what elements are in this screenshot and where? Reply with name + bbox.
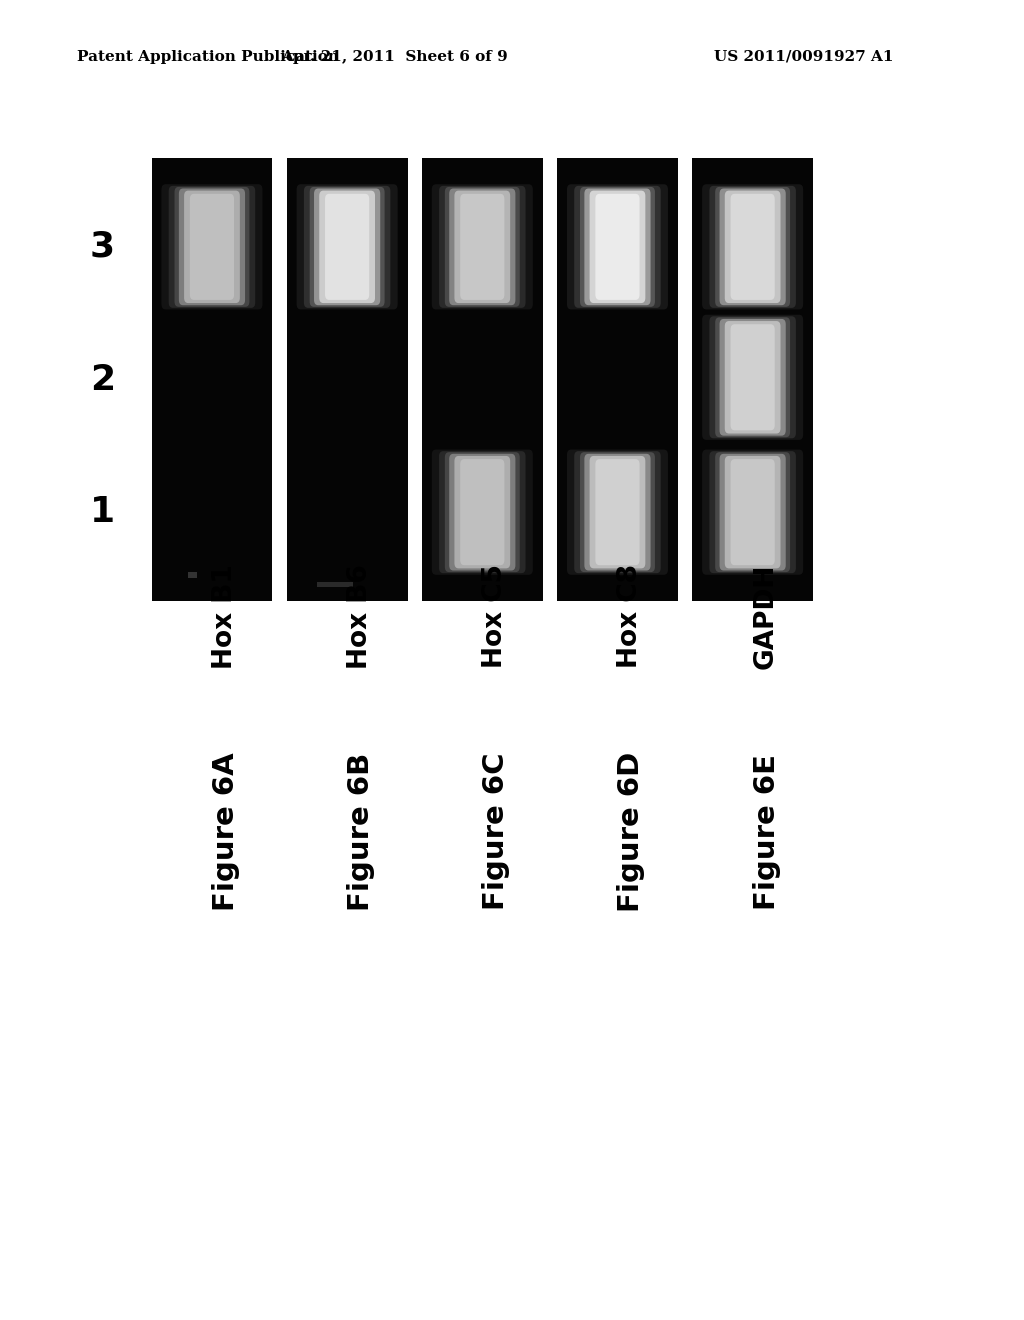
FancyBboxPatch shape <box>444 187 520 306</box>
Text: 3: 3 <box>90 230 115 264</box>
Text: Patent Application Publication: Patent Application Publication <box>77 50 339 63</box>
Text: Figure 6E: Figure 6E <box>753 754 780 909</box>
FancyBboxPatch shape <box>720 189 785 305</box>
FancyBboxPatch shape <box>725 321 780 433</box>
Text: US 2011/0091927 A1: US 2011/0091927 A1 <box>714 50 894 63</box>
FancyBboxPatch shape <box>174 187 250 306</box>
FancyBboxPatch shape <box>432 185 532 309</box>
FancyBboxPatch shape <box>460 459 505 565</box>
FancyBboxPatch shape <box>585 189 650 305</box>
FancyBboxPatch shape <box>590 455 645 569</box>
FancyBboxPatch shape <box>710 317 796 438</box>
Bar <box>317 582 353 587</box>
FancyBboxPatch shape <box>574 451 660 573</box>
FancyBboxPatch shape <box>720 454 785 570</box>
FancyBboxPatch shape <box>450 454 515 570</box>
Text: Figure 6C: Figure 6C <box>482 752 510 911</box>
FancyBboxPatch shape <box>580 187 655 306</box>
FancyBboxPatch shape <box>595 459 640 565</box>
Bar <box>152 158 272 601</box>
FancyBboxPatch shape <box>702 450 803 574</box>
FancyBboxPatch shape <box>297 185 397 309</box>
FancyBboxPatch shape <box>439 186 525 308</box>
FancyBboxPatch shape <box>309 187 385 306</box>
FancyBboxPatch shape <box>702 185 803 309</box>
FancyBboxPatch shape <box>450 189 515 305</box>
FancyBboxPatch shape <box>432 450 532 574</box>
FancyBboxPatch shape <box>304 186 390 308</box>
Text: Hox B6: Hox B6 <box>347 564 373 669</box>
Bar <box>187 572 198 578</box>
FancyBboxPatch shape <box>710 186 796 308</box>
Bar <box>422 158 543 601</box>
FancyBboxPatch shape <box>730 325 775 430</box>
FancyBboxPatch shape <box>730 459 775 565</box>
Bar <box>692 158 813 601</box>
FancyBboxPatch shape <box>179 189 245 305</box>
FancyBboxPatch shape <box>567 450 668 574</box>
FancyBboxPatch shape <box>319 190 375 304</box>
FancyBboxPatch shape <box>189 194 234 300</box>
FancyBboxPatch shape <box>720 319 785 436</box>
FancyBboxPatch shape <box>710 451 796 573</box>
FancyBboxPatch shape <box>715 187 791 306</box>
Text: Apr. 21, 2011  Sheet 6 of 9: Apr. 21, 2011 Sheet 6 of 9 <box>281 50 508 63</box>
FancyBboxPatch shape <box>169 186 255 308</box>
Text: 1: 1 <box>90 495 115 529</box>
FancyBboxPatch shape <box>715 317 791 437</box>
FancyBboxPatch shape <box>730 194 775 300</box>
Text: Hox C5: Hox C5 <box>482 565 508 668</box>
FancyBboxPatch shape <box>184 190 240 304</box>
FancyBboxPatch shape <box>444 453 520 572</box>
FancyBboxPatch shape <box>590 190 645 304</box>
FancyBboxPatch shape <box>460 194 505 300</box>
FancyBboxPatch shape <box>314 189 380 305</box>
Bar <box>287 158 408 601</box>
FancyBboxPatch shape <box>325 194 370 300</box>
FancyBboxPatch shape <box>725 455 780 569</box>
FancyBboxPatch shape <box>439 451 525 573</box>
Text: Hox C8: Hox C8 <box>617 565 643 668</box>
Text: Figure 6A: Figure 6A <box>212 752 240 911</box>
FancyBboxPatch shape <box>567 185 668 309</box>
FancyBboxPatch shape <box>702 314 803 440</box>
FancyBboxPatch shape <box>725 190 780 304</box>
Text: Figure 6D: Figure 6D <box>617 751 645 912</box>
FancyBboxPatch shape <box>162 185 262 309</box>
FancyBboxPatch shape <box>455 455 510 569</box>
Text: Figure 6B: Figure 6B <box>347 752 375 911</box>
FancyBboxPatch shape <box>595 194 640 300</box>
FancyBboxPatch shape <box>455 190 510 304</box>
Text: Hox B1: Hox B1 <box>212 564 238 669</box>
Text: 2: 2 <box>90 363 115 396</box>
FancyBboxPatch shape <box>585 454 650 570</box>
FancyBboxPatch shape <box>715 453 791 572</box>
FancyBboxPatch shape <box>574 186 660 308</box>
Bar <box>557 158 678 601</box>
Text: GAPDH: GAPDH <box>753 564 778 669</box>
FancyBboxPatch shape <box>580 453 655 572</box>
